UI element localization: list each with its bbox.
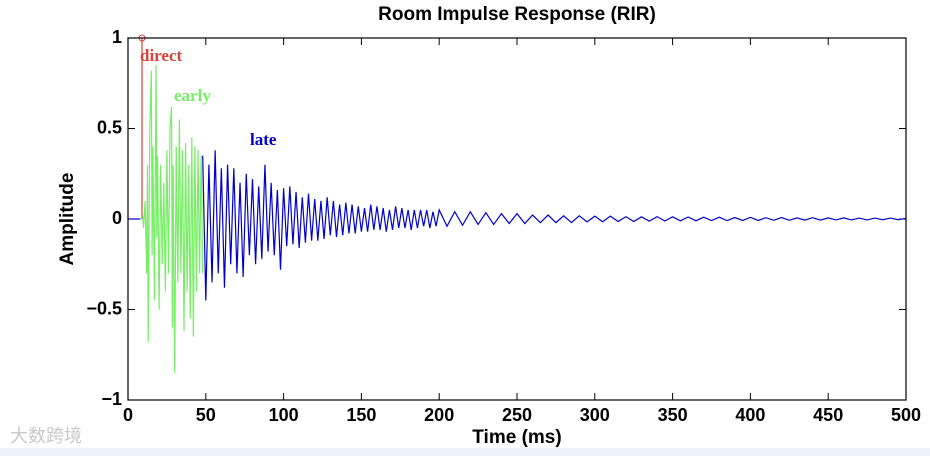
y-tick-label: −0.5 [86,298,122,318]
y-tick-label: 1 [112,27,122,47]
x-tick-label: 0 [123,405,133,425]
bottom-strip [0,448,930,456]
x-tick-label: 500 [891,405,921,425]
x-tick-label: 400 [735,405,765,425]
x-tick-label: 100 [269,405,299,425]
watermark: 大数跨境 [10,426,82,447]
series-label: direct [140,46,183,65]
x-tick-label: 200 [424,405,454,425]
y-tick-label: 0.5 [97,117,122,137]
x-tick-label: 250 [502,405,532,425]
y-axis-label: Amplitude [57,173,78,266]
waveform [202,150,907,301]
chart-title: Room Impulse Response (RIR) [378,4,656,25]
x-axis-label: Time (ms) [472,427,561,448]
x-tick-label: 50 [196,405,216,425]
waveform [142,65,204,373]
series-label: late [250,130,277,149]
x-tick-label: 450 [813,405,843,425]
series-label: early [174,86,211,105]
x-tick-label: 350 [658,405,688,425]
y-tick-label: 0 [112,208,122,228]
y-tick-label: −1 [101,389,122,409]
plot-frame [127,37,907,401]
x-tick-label: 150 [346,405,376,425]
x-tick-label: 300 [580,405,610,425]
